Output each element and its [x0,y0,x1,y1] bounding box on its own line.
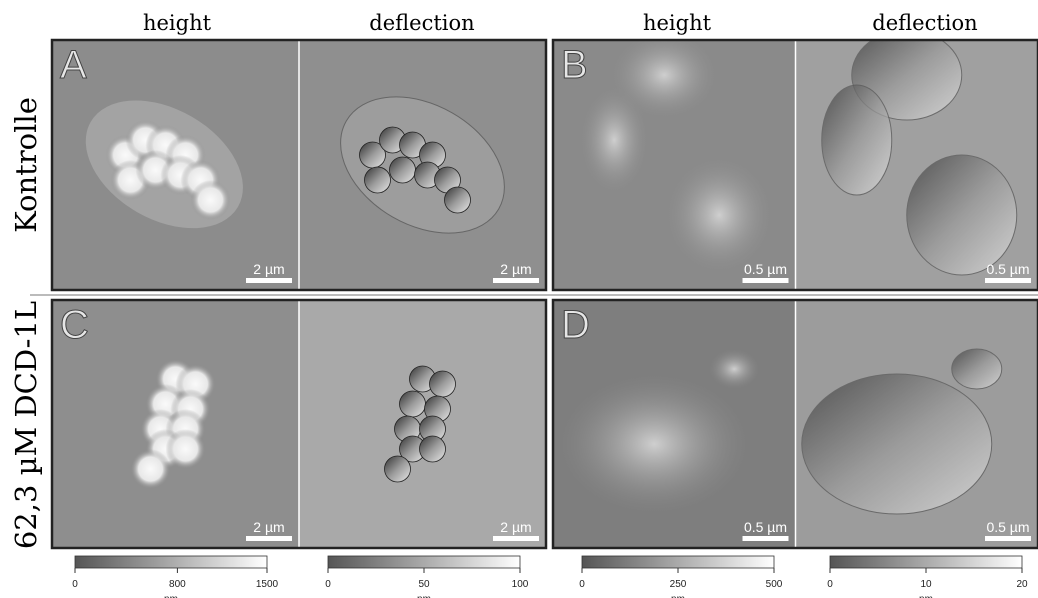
scale-bar-label: 0.5 µm [986,519,1029,535]
blob [802,374,992,514]
cell [365,167,391,193]
panel-label: C [60,303,89,347]
page: height deflection height deflection Kontroll… [0,0,1038,598]
colorbar-tick-label: 20 [1016,579,1028,590]
blob [952,349,1002,389]
scale-bar-label: 0.5 µm [986,261,1029,277]
scale-bar [743,278,789,283]
scale-bar [985,278,1031,283]
colorbar-unit: nm [919,594,933,598]
blob [822,85,892,195]
colorbar [582,556,774,568]
cell [420,436,446,462]
cell [400,391,426,417]
cell [131,449,171,489]
panel: 2 µm 2 µm A [52,40,546,290]
colorbar-tick-label: 800 [169,579,186,590]
panel-label: B [561,43,588,87]
cell [166,429,206,469]
scale-bar [246,536,292,541]
panel-label: A [60,43,87,87]
row-label: Kontrolle [9,97,43,233]
scale-bar-label: 2 µm [500,261,531,277]
scale-bar [743,536,789,541]
scale-bar [985,536,1031,541]
column-header: deflection [369,11,474,35]
column-header: height [643,11,712,35]
panel: 0.5 µm 0.5 µm D [553,300,1038,548]
cell [430,371,456,397]
colorbar-tick-label: 500 [766,579,783,590]
scale-bar [493,536,539,541]
scale-bar [493,278,539,283]
colorbar-unit: nm [164,594,178,598]
colorbar-tick-label: 250 [670,579,687,590]
colorbar-tick-label: 50 [418,579,430,590]
colorbar [830,556,1022,568]
column-header: height [143,11,212,35]
scale-bar-label: 0.5 µm [744,261,787,277]
column-header: deflection [872,11,977,35]
colorbar [75,556,267,568]
panel: 0.5 µm 0.5 µm B [553,30,1038,290]
scale-bar [246,278,292,283]
colorbar-tick-label: 0 [72,579,78,590]
scale-bar-label: 0.5 µm [744,519,787,535]
colorbar-unit: nm [671,594,685,598]
colorbar-tick-label: 10 [920,579,932,590]
cell [390,157,416,183]
blob [664,155,774,275]
figure: height deflection height deflection Kontroll… [0,0,1038,598]
scale-bar-label: 2 µm [500,519,531,535]
colorbar-tick-label: 0 [827,579,833,590]
blob [579,85,649,195]
blob [907,155,1017,275]
colorbar [328,556,520,568]
colorbar-tick-label: 0 [325,579,331,590]
row-label: 62,3 µM DCD-1L [9,301,43,549]
scale-bar-label: 2 µm [253,261,284,277]
colorbar-tick-label: 0 [579,579,585,590]
blob [709,349,759,389]
blob [559,374,749,514]
colorbar-unit: nm [417,594,431,598]
colorbar-tick-label: 1500 [256,579,279,590]
panel-label: D [561,303,590,347]
scale-bar-label: 2 µm [253,519,284,535]
panel: 2 µm 2 µm C [52,300,546,548]
cell [385,456,411,482]
cell [445,187,471,213]
cell [191,180,231,220]
colorbar-tick-label: 100 [512,579,529,590]
